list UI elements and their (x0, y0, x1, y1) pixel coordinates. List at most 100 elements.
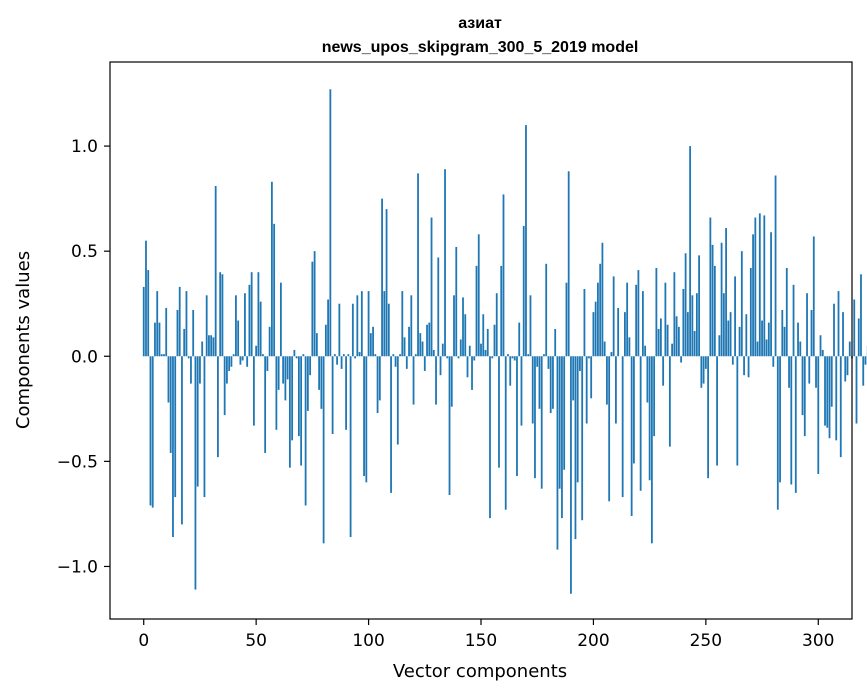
bar-component-24 (196, 356, 199, 487)
bar-component-228 (655, 267, 658, 357)
bar-component-211 (617, 307, 620, 357)
bar-component-299 (815, 356, 817, 388)
bar-component-15 (176, 310, 179, 357)
bar-component-53 (262, 354, 264, 357)
bar-component-194 (579, 356, 581, 371)
bar-component-156 (493, 324, 496, 357)
bar-component-256 (718, 335, 721, 357)
bar-component-125 (423, 356, 426, 371)
bar-component-126 (426, 324, 428, 357)
bar-component-276 (763, 215, 766, 357)
bar-component-236 (673, 272, 676, 357)
bar-component-60 (277, 356, 280, 390)
bar-component-246 (695, 293, 698, 357)
bar-component-313 (846, 356, 849, 376)
x-tick-label: 0 (138, 631, 149, 651)
bar-component-260 (727, 320, 730, 357)
bar-component-308 (835, 356, 838, 441)
bar-component-204 (601, 242, 604, 357)
bar-component-104 (376, 356, 379, 414)
bar-component-253 (711, 244, 714, 357)
bar-component-57 (270, 181, 273, 357)
bar-component-95 (356, 295, 359, 357)
bar-component-287 (788, 356, 790, 388)
bar-component-34 (219, 272, 222, 357)
bar-component-143 (464, 314, 467, 357)
bar-component-37 (226, 356, 228, 384)
bar-component-206 (606, 356, 608, 405)
x-tick-label: 250 (690, 631, 722, 651)
bar-component-234 (668, 356, 671, 447)
bar-component-109 (387, 303, 390, 357)
bar-component-42 (237, 320, 240, 357)
bar-component-141 (459, 339, 462, 357)
bar-component-73 (306, 356, 309, 411)
bar-component-285 (783, 326, 786, 357)
bar-component-62 (282, 356, 285, 384)
bar-component-21 (190, 356, 192, 384)
bar-component-146 (471, 356, 473, 390)
bar-component-317 (855, 356, 858, 424)
bar-component-2 (147, 270, 150, 357)
bar-component-112 (394, 356, 397, 367)
bar-component-86 (336, 356, 338, 365)
bar-component-144 (466, 356, 469, 378)
bar-component-298 (812, 236, 815, 357)
bar-component-288 (790, 356, 793, 485)
bar-component-176 (538, 356, 541, 409)
bar-component-161 (504, 356, 507, 510)
bar-component-216 (628, 337, 631, 357)
bar-component-248 (700, 356, 703, 388)
bar-component-201 (594, 301, 597, 357)
bar-component-219 (635, 284, 638, 357)
bar-component-63 (284, 356, 287, 401)
bar-component-88 (340, 356, 343, 369)
bar-component-135 (446, 356, 449, 359)
bar-component-223 (644, 345, 647, 357)
bar-component-66 (291, 356, 294, 441)
bar-component-220 (637, 270, 640, 357)
bar-component-270 (749, 267, 752, 357)
bar-component-110 (390, 356, 392, 493)
bar-component-293 (801, 356, 804, 416)
bar-component-258 (722, 293, 725, 357)
bar-component-272 (754, 217, 757, 357)
bar-component-99 (365, 356, 368, 483)
bar-component-142 (462, 297, 464, 357)
bar-component-147 (473, 356, 476, 361)
x-tick-label: 300 (802, 631, 834, 651)
bar-component-83 (329, 89, 332, 357)
bar-component-278 (767, 322, 770, 357)
bar-component-132 (439, 356, 442, 376)
bar-component-41 (235, 295, 237, 357)
bar-component-0 (142, 286, 145, 357)
chart-title: азиат (458, 15, 502, 32)
bar-component-202 (597, 282, 599, 357)
bar-component-295 (806, 293, 808, 357)
bar-component-196 (583, 289, 586, 357)
bar-component-27 (203, 356, 206, 498)
bar-component-181 (549, 356, 552, 414)
bar-component-243 (689, 146, 692, 357)
bar-component-316 (853, 299, 856, 357)
bar-component-17 (181, 356, 183, 525)
bar-component-158 (498, 356, 500, 468)
bar-component-77 (315, 333, 318, 357)
bar-component-205 (603, 341, 606, 357)
bar-component-11 (167, 356, 170, 403)
bar-component-22 (192, 310, 195, 357)
bar-component-282 (776, 356, 779, 510)
bar-component-111 (392, 354, 395, 357)
bar-component-255 (716, 356, 718, 466)
bar-component-47 (248, 284, 251, 357)
bar-component-139 (455, 246, 458, 357)
bar-component-189 (567, 171, 570, 357)
bar-component-127 (428, 322, 431, 357)
bar-component-224 (646, 356, 649, 403)
bar-component-98 (363, 356, 365, 477)
bar-component-254 (713, 265, 716, 357)
bar-component-16 (178, 286, 181, 357)
bar-component-31 (212, 337, 215, 357)
bar-component-302 (821, 349, 824, 357)
